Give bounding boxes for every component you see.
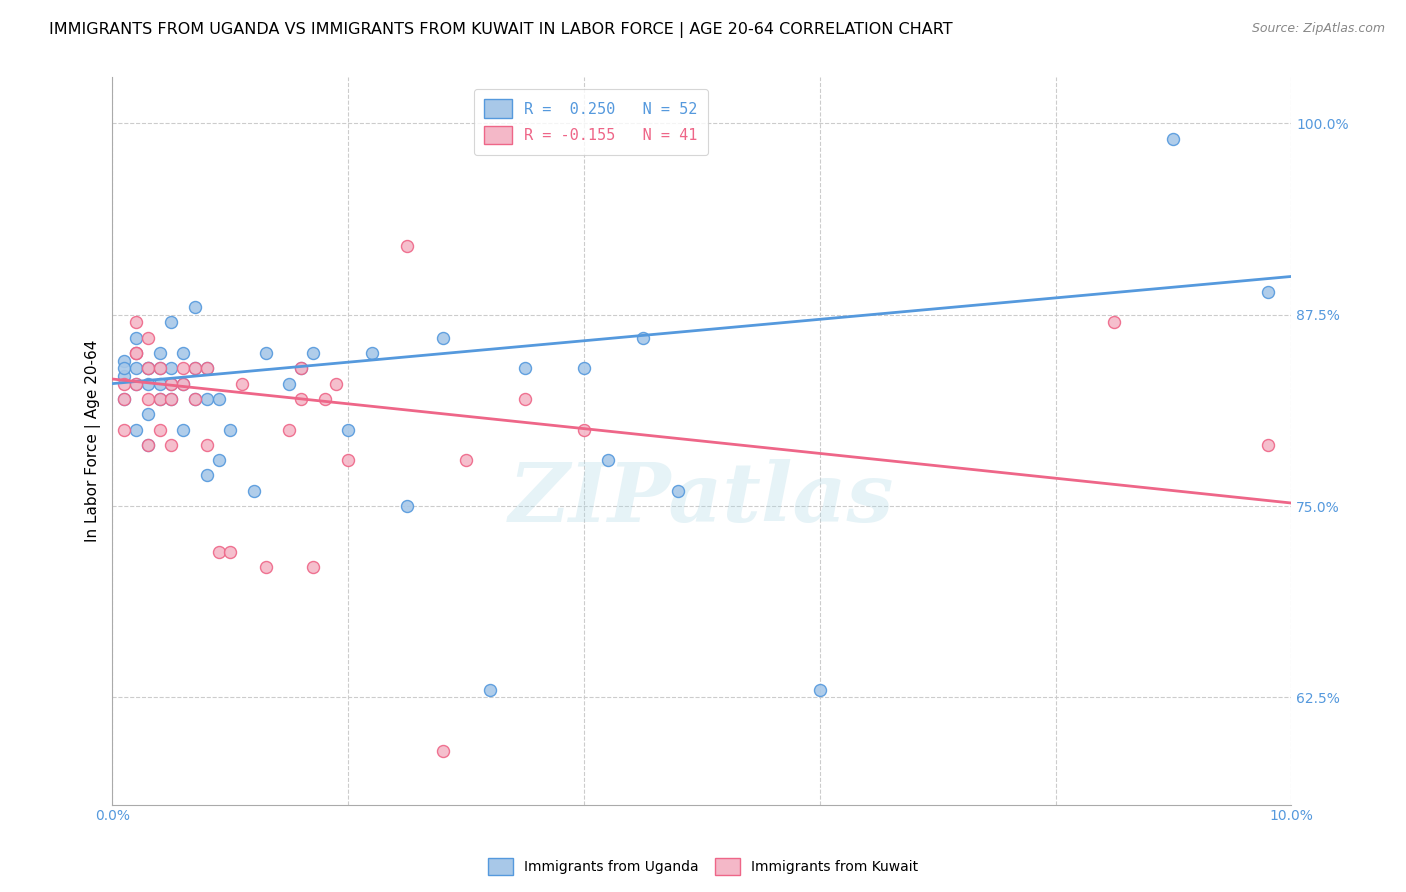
- Point: [184, 300, 207, 314]
- Point: [1163, 131, 1185, 145]
- Point: [172, 376, 194, 391]
- Point: [160, 376, 183, 391]
- Point: [195, 468, 218, 483]
- Point: [136, 361, 159, 376]
- Point: [231, 376, 253, 391]
- Point: [160, 392, 183, 406]
- Point: [219, 545, 242, 559]
- Point: [172, 346, 194, 360]
- Point: [125, 315, 148, 329]
- Point: [136, 361, 159, 376]
- Point: [207, 545, 229, 559]
- Point: [337, 423, 360, 437]
- Point: [513, 361, 536, 376]
- Point: [184, 392, 207, 406]
- Point: [278, 376, 301, 391]
- Point: [207, 392, 229, 406]
- Point: [513, 392, 536, 406]
- Point: [572, 423, 595, 437]
- Point: [243, 483, 266, 498]
- Point: [125, 376, 148, 391]
- Point: [432, 744, 454, 758]
- Point: [396, 499, 419, 513]
- Point: [172, 361, 194, 376]
- Y-axis label: In Labor Force | Age 20-64: In Labor Force | Age 20-64: [86, 340, 101, 542]
- Point: [125, 346, 148, 360]
- Point: [136, 438, 159, 452]
- Point: [112, 423, 135, 437]
- Point: [195, 361, 218, 376]
- Point: [125, 331, 148, 345]
- Point: [808, 682, 831, 697]
- Point: [112, 353, 135, 368]
- Point: [195, 438, 218, 452]
- Point: [125, 361, 148, 376]
- Point: [360, 346, 382, 360]
- Point: [125, 346, 148, 360]
- Point: [278, 423, 301, 437]
- Point: [184, 361, 207, 376]
- Point: [1257, 285, 1279, 299]
- Point: [136, 376, 159, 391]
- Point: [112, 392, 135, 406]
- Point: [112, 368, 135, 383]
- Point: [396, 239, 419, 253]
- Text: Source: ZipAtlas.com: Source: ZipAtlas.com: [1251, 22, 1385, 36]
- Point: [136, 392, 159, 406]
- Point: [148, 361, 170, 376]
- Point: [148, 392, 170, 406]
- Point: [184, 361, 207, 376]
- Point: [136, 361, 159, 376]
- Point: [172, 423, 194, 437]
- Point: [290, 392, 312, 406]
- Point: [314, 392, 336, 406]
- Point: [1104, 315, 1126, 329]
- Point: [125, 346, 148, 360]
- Point: [337, 453, 360, 467]
- Point: [160, 376, 183, 391]
- Point: [596, 453, 619, 467]
- Point: [325, 376, 347, 391]
- Text: IMMIGRANTS FROM UGANDA VS IMMIGRANTS FROM KUWAIT IN LABOR FORCE | AGE 20-64 CORR: IMMIGRANTS FROM UGANDA VS IMMIGRANTS FRO…: [49, 22, 953, 38]
- Point: [290, 361, 312, 376]
- Point: [666, 483, 689, 498]
- Point: [207, 453, 229, 467]
- Legend: Immigrants from Uganda, Immigrants from Kuwait: Immigrants from Uganda, Immigrants from …: [482, 853, 924, 880]
- Point: [112, 361, 135, 376]
- Point: [195, 361, 218, 376]
- Point: [160, 361, 183, 376]
- Point: [112, 376, 135, 391]
- Point: [148, 376, 170, 391]
- Point: [432, 331, 454, 345]
- Point: [112, 392, 135, 406]
- Point: [160, 438, 183, 452]
- Point: [184, 392, 207, 406]
- Point: [254, 346, 277, 360]
- Point: [478, 682, 501, 697]
- Point: [148, 346, 170, 360]
- Point: [219, 423, 242, 437]
- Point: [254, 560, 277, 574]
- Point: [136, 438, 159, 452]
- Point: [172, 376, 194, 391]
- Text: ZIPatlas: ZIPatlas: [509, 459, 894, 539]
- Point: [631, 331, 654, 345]
- Point: [290, 361, 312, 376]
- Point: [195, 392, 218, 406]
- Point: [125, 423, 148, 437]
- Point: [148, 392, 170, 406]
- Point: [301, 346, 323, 360]
- Point: [148, 423, 170, 437]
- Point: [301, 560, 323, 574]
- Point: [136, 407, 159, 421]
- Point: [160, 392, 183, 406]
- Point: [572, 361, 595, 376]
- Point: [454, 453, 477, 467]
- Point: [160, 315, 183, 329]
- Legend: R =  0.250   N = 52, R = -0.155   N = 41: R = 0.250 N = 52, R = -0.155 N = 41: [474, 88, 709, 155]
- Point: [136, 331, 159, 345]
- Point: [125, 376, 148, 391]
- Point: [1257, 438, 1279, 452]
- Point: [148, 361, 170, 376]
